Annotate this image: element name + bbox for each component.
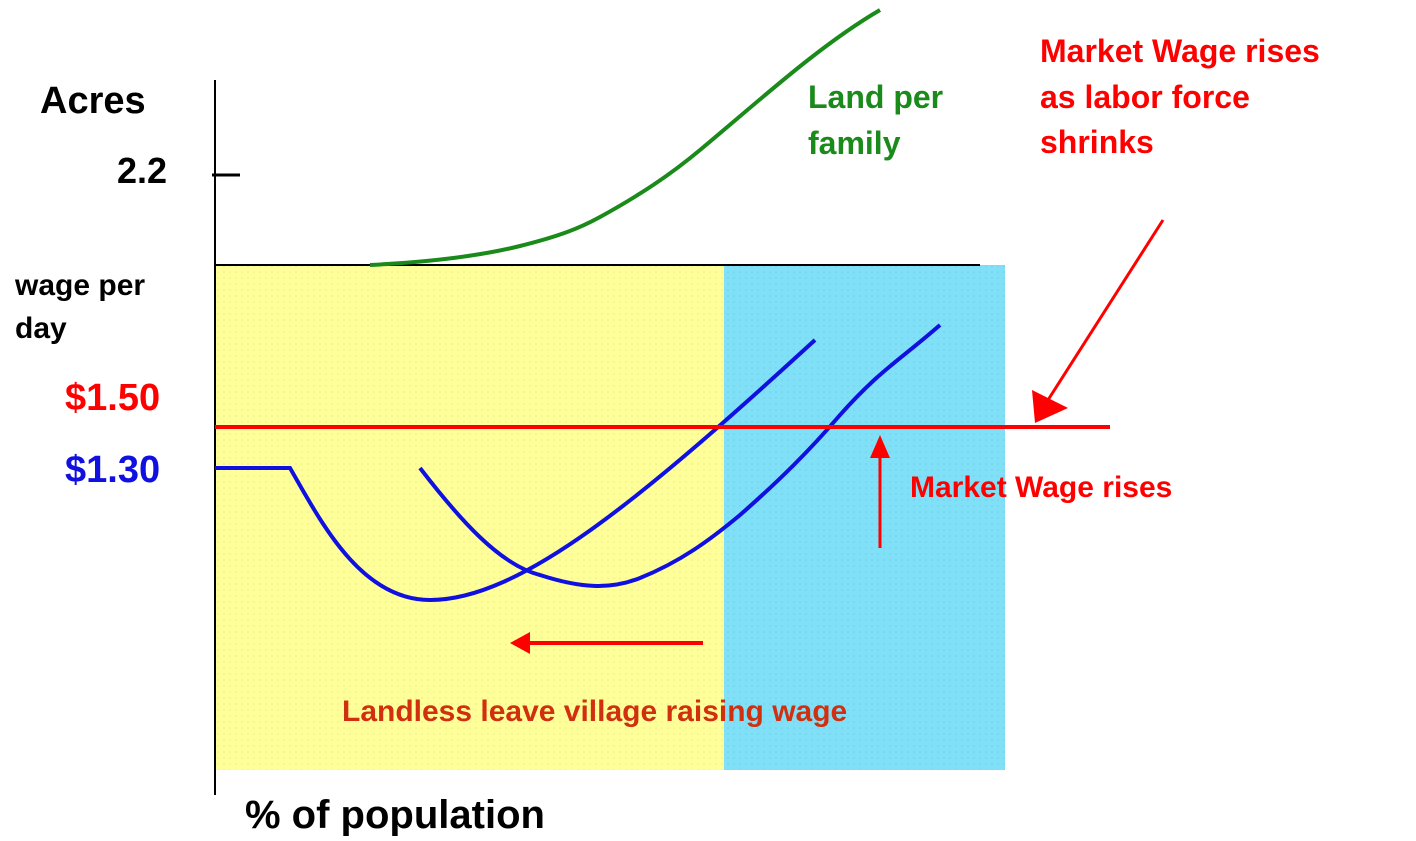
arrow-head [870, 435, 890, 458]
arrow-head [510, 632, 530, 654]
curve-label: Land per [808, 79, 943, 115]
tick-label: 2.2 [117, 150, 167, 191]
wage-curve-1 [215, 338, 817, 603]
arrow-shaft [1046, 219, 1165, 401]
note: as labor force [1040, 79, 1250, 115]
wage-curve-2 [418, 323, 942, 588]
note: Landless leave village raising wage [342, 695, 847, 728]
tick-label: $1.50 [65, 377, 160, 419]
note: Market Wage rises [910, 471, 1172, 504]
note: Market Wage rises [1040, 33, 1320, 69]
axis-label: wage per [14, 269, 145, 302]
arrow-head [1032, 390, 1068, 423]
curve-label: family [808, 125, 901, 161]
axis-label: day [15, 312, 67, 345]
axis-label: % of population [245, 793, 545, 836]
note: shrinks [1040, 124, 1154, 160]
land-curve [369, 8, 882, 267]
tick-label: $1.30 [65, 449, 160, 491]
axis-label: Acres [40, 80, 146, 122]
